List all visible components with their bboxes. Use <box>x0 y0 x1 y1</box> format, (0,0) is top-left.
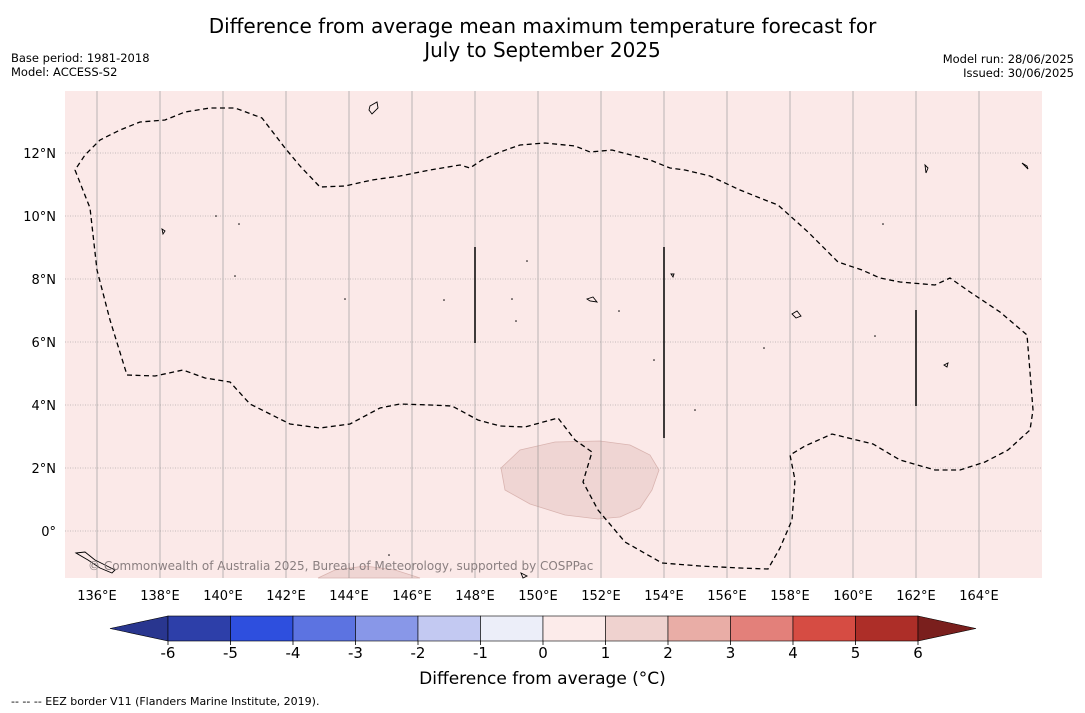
island-guam <box>368 101 379 115</box>
colorbar-tick-label: 0 <box>538 644 548 662</box>
atoll-dot <box>763 347 765 349</box>
colorbar-extend-high <box>917 615 977 642</box>
lon-label: 158°E <box>770 589 810 604</box>
colorbar <box>109 615 977 642</box>
atoll-dot <box>511 298 513 300</box>
colorbar-title: Difference from average (°C) <box>419 669 666 689</box>
lon-label: 148°E <box>455 589 495 604</box>
colorbar-tick-label: -5 <box>223 644 238 662</box>
atoll-dot <box>618 310 620 312</box>
lat-label: 4°N <box>32 399 57 414</box>
lat-label: 6°N <box>32 336 57 351</box>
atolls <box>215 215 884 556</box>
island-chuuk <box>585 296 599 303</box>
lon-label: 138°E <box>140 589 180 604</box>
chart-title: Difference from average mean maximum tem… <box>0 14 1085 62</box>
lon-label: 160°E <box>833 589 873 604</box>
atoll-dot <box>882 223 884 225</box>
lon-label: 144°E <box>329 589 369 604</box>
colorbar-tick-label: 3 <box>726 644 736 662</box>
colorbar-tick-label: -4 <box>286 644 301 662</box>
anomaly-patch-south <box>317 565 421 579</box>
island-new-guinea <box>74 551 116 574</box>
anomaly-patch <box>500 440 660 520</box>
longitude-labels: 136°E 138°E 140°E 142°E 144°E 146°E 148°E 150°E… <box>77 589 999 604</box>
atoll-dot <box>234 275 236 277</box>
colorbar-extend-low <box>109 615 169 642</box>
atoll-dot <box>238 223 240 225</box>
model-run-text: Model run: 28/06/2025 <box>942 52 1074 66</box>
atoll-dot <box>653 359 655 361</box>
island-3 <box>520 572 529 579</box>
colorbar-segment <box>167 615 231 642</box>
colorbar-tick-label: -2 <box>411 644 426 662</box>
colorbar-segment <box>417 615 481 642</box>
island-1 <box>161 228 166 236</box>
colorbar-segment <box>480 615 544 642</box>
eez-footnote: -- -- -- EEZ border V11 (Flanders Marine… <box>11 695 320 708</box>
island-5 <box>1021 162 1029 170</box>
island-pohnpei <box>791 310 802 319</box>
latitude-labels: 12°N 10°N 8°N 6°N 4°N 2°N 0° <box>23 147 56 540</box>
lon-label: 152°E <box>581 589 621 604</box>
colorbar-segment <box>542 615 606 642</box>
atoll-dot <box>388 554 390 556</box>
title-line-2: July to September 2025 <box>424 38 661 62</box>
colorbar-segment <box>292 615 356 642</box>
colorbar-tick-label: -1 <box>473 644 488 662</box>
lon-label: 142°E <box>266 589 306 604</box>
colorbar-segment <box>355 615 419 642</box>
islands <box>74 101 1029 579</box>
lat-label: 12°N <box>23 147 56 162</box>
atoll-dot <box>526 260 528 262</box>
atoll-dot <box>515 320 517 322</box>
colorbar-segment <box>230 615 294 642</box>
atoll-dot <box>874 335 876 337</box>
issued-text: Issued: 30/06/2025 <box>963 66 1074 80</box>
lat-label: 2°N <box>32 462 57 477</box>
model-text: Model: ACCESS-S2 <box>11 65 118 79</box>
lon-label: 154°E <box>644 589 684 604</box>
boundary-segments <box>474 247 917 438</box>
lon-label: 136°E <box>77 589 117 604</box>
island-2 <box>670 273 675 279</box>
colorbar-tick-label: 4 <box>788 644 798 662</box>
atoll-dot <box>344 298 346 300</box>
lon-label: 150°E <box>518 589 558 604</box>
atoll-dot <box>215 215 217 217</box>
atoll-dot <box>443 299 445 301</box>
lon-label: 164°E <box>959 589 999 604</box>
lat-label: 8°N <box>32 273 57 288</box>
atoll-dot <box>694 409 696 411</box>
colorbar-tick-label: 1 <box>601 644 611 662</box>
meta-right: Model run: 28/06/2025 Issued: 30/06/2025 <box>943 52 1074 80</box>
colorbar-segment <box>855 615 919 642</box>
colorbar-tick-label: -3 <box>348 644 363 662</box>
colorbar-tick-labels: -6 -5 -4 -3 -2 -1 0 1 2 3 4 5 6 <box>161 641 923 662</box>
lon-label: 156°E <box>707 589 747 604</box>
eez-borders <box>74 107 1034 570</box>
colorbar-segment <box>667 615 731 642</box>
island-kosrae <box>943 362 949 368</box>
base-period-text: Base period: 1981-2018 <box>11 51 150 65</box>
lon-label: 162°E <box>896 589 936 604</box>
lat-label: 0° <box>41 525 56 540</box>
colorbar-tick-label: 6 <box>913 644 923 662</box>
colorbar-segment <box>792 615 856 642</box>
colorbar-tick-label: -6 <box>161 644 176 662</box>
lon-label: 140°E <box>203 589 243 604</box>
meta-left: Base period: 1981-2018 Model: ACCESS-S2 <box>11 51 150 79</box>
colorbar-segment <box>605 615 669 642</box>
island-4 <box>924 163 929 174</box>
colorbar-tick-label: 2 <box>663 644 673 662</box>
eez-border-main <box>74 107 1034 570</box>
title-line-1: Difference from average mean maximum tem… <box>208 14 877 38</box>
copyright-text: © Commonwealth of Australia 2025, Bureau… <box>88 559 593 573</box>
colorbar-tick-label: 5 <box>851 644 861 662</box>
lon-label: 146°E <box>392 589 432 604</box>
colorbar-segment <box>730 615 794 642</box>
lat-label: 10°N <box>23 210 56 225</box>
